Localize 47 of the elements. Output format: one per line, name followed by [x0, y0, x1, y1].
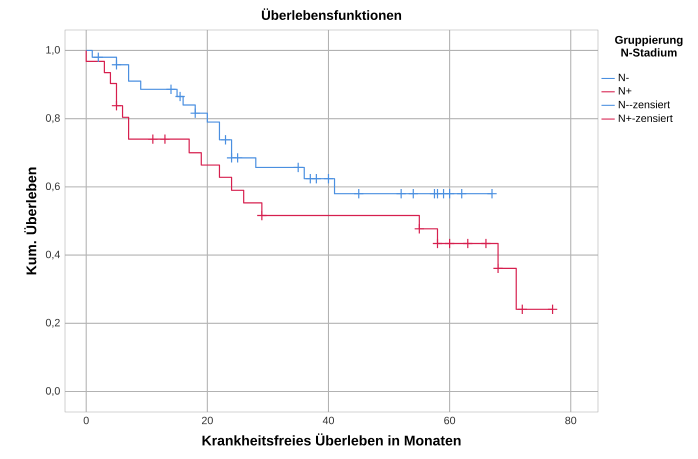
point [292, 162, 304, 173]
point [456, 188, 467, 199]
legend-label: N--zensiert [618, 100, 670, 108]
point [408, 188, 419, 199]
y-tick-label: 0,8 [46, 114, 60, 124]
legend-label: N+-zensiert [618, 114, 673, 122]
point [414, 224, 425, 234]
point [444, 188, 455, 199]
x-tick-label: 80 [565, 416, 576, 424]
y-tick-label: 1,0 [46, 46, 60, 55]
point [547, 304, 558, 315]
point [232, 152, 243, 164]
point [396, 188, 406, 199]
point [353, 188, 364, 199]
x-tick-label: 20 [202, 416, 213, 424]
y-axis-title: Kum. Überleben [24, 168, 36, 274]
x-tick-label: 40 [322, 416, 334, 424]
point [486, 188, 498, 199]
point [148, 134, 158, 144]
point [160, 134, 170, 144]
point [323, 173, 334, 184]
y-tick-label: 0,4 [46, 250, 60, 260]
y-tick-label: 0,6 [46, 182, 60, 192]
point [480, 238, 492, 249]
legend-label: N+ [618, 87, 632, 94]
x-tick-label: 0 [84, 416, 89, 424]
y-tick-label: 0,0 [46, 387, 60, 396]
point [256, 210, 268, 221]
point [111, 60, 122, 70]
legend-title: Gruppierung N-Stadium [615, 36, 682, 57]
chart-title: Überlebensfunktionen [262, 8, 402, 20]
y-tick-label: 0,2 [46, 318, 60, 328]
point [190, 108, 200, 118]
point [492, 263, 504, 274]
point [444, 238, 455, 249]
legend-label: N- [618, 74, 629, 82]
x-axis-title: Krankheitsfreies Überleben in Monaten [202, 433, 461, 446]
point [174, 91, 186, 102]
point [93, 52, 104, 63]
point [432, 238, 443, 249]
x-tick-label: 60 [444, 416, 456, 424]
point [311, 173, 322, 184]
point [111, 100, 122, 111]
point [517, 304, 528, 315]
point [462, 238, 474, 249]
point [166, 84, 176, 95]
point [220, 134, 231, 146]
